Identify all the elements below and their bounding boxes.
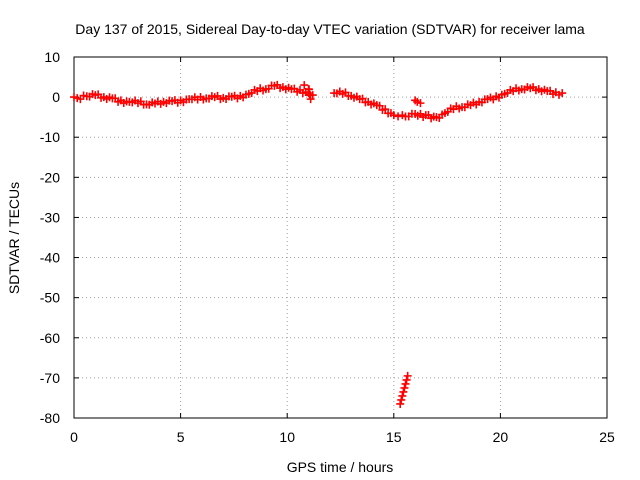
x-tick-label: 0 — [70, 429, 78, 445]
data-point — [558, 89, 567, 98]
x-tick-label: 25 — [599, 429, 615, 445]
y-tick-label: 0 — [52, 89, 60, 105]
data-point — [389, 111, 398, 120]
data-point — [400, 383, 409, 392]
y-tick-label: -60 — [40, 330, 60, 346]
x-tick-label: 20 — [493, 429, 509, 445]
y-tick-label: -50 — [40, 290, 60, 306]
y-tick-label: -20 — [40, 169, 60, 185]
chart-title: Day 137 of 2015, Sidereal Day-to-day VTE… — [75, 21, 585, 37]
x-axis-label: GPS time / hours — [287, 459, 394, 475]
data-point — [416, 99, 425, 108]
y-tick-label: 10 — [44, 49, 60, 65]
y-tick-label: -80 — [40, 410, 60, 426]
x-tick-label: 5 — [177, 429, 185, 445]
data-point — [396, 399, 405, 408]
grid-lines — [74, 57, 607, 418]
data-point — [401, 379, 410, 388]
data-point — [308, 91, 317, 100]
data-point — [399, 387, 408, 396]
data-point — [397, 395, 406, 404]
axis-ticks: 0 5 10 15 20 25 10 0 -10 -20 -30 -40 -50 -60 -70 -80 — [40, 49, 615, 445]
x-tick-label: 10 — [279, 429, 295, 445]
y-axis-label: SDTVAR / TECUs — [6, 182, 22, 294]
y-tick-label: -30 — [40, 209, 60, 225]
y-tick-label: -70 — [40, 370, 60, 386]
plot-frame — [73, 56, 608, 419]
data-points — [70, 80, 567, 408]
data-point — [375, 101, 384, 110]
data-point — [398, 391, 407, 400]
data-point — [381, 105, 390, 114]
data-point — [394, 112, 403, 121]
data-point — [402, 375, 411, 384]
data-point — [306, 95, 315, 104]
data-point — [300, 81, 309, 90]
data-point — [403, 371, 412, 380]
y-tick-label: -40 — [40, 250, 60, 266]
x-tick-label: 15 — [386, 429, 402, 445]
y-tick-label: -10 — [40, 129, 60, 145]
